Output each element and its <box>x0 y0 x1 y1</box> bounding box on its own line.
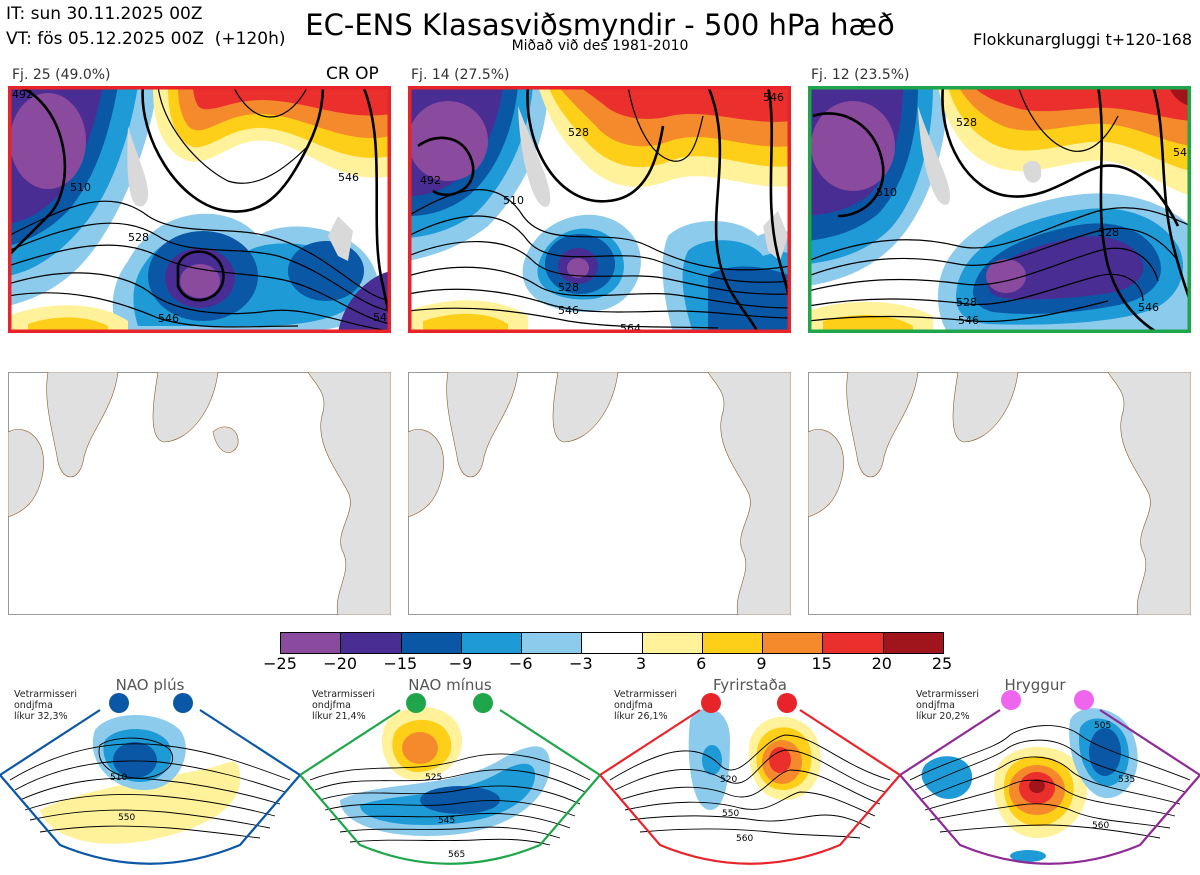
legend-tick-label: −25 <box>263 654 297 673</box>
legend-tick-label: −6 <box>508 654 533 673</box>
legend-swatch <box>823 633 884 653</box>
contour-label: 546 <box>338 171 359 184</box>
regime-name: NAO plús <box>115 676 185 694</box>
contour-label: 550 <box>118 813 135 823</box>
cluster-3-label: Fj. 12 (23.5%) <box>811 67 910 83</box>
cluster-1-border <box>8 86 391 333</box>
contour-label: 492 <box>420 174 441 187</box>
legend-swatch <box>582 633 643 653</box>
contour-label: 528 <box>568 126 589 139</box>
legend-tick-label: 3 <box>635 654 647 673</box>
legend-tick-label: 20 <box>871 654 892 673</box>
contour-label: 525 <box>425 773 442 783</box>
legend-swatch <box>281 633 342 653</box>
cluster-3-border <box>808 86 1191 333</box>
regime-name: Hryggur <box>1004 676 1066 694</box>
cluster-2-label: Fj. 14 (27.5%) <box>411 67 510 83</box>
legend-tick-label: −20 <box>323 654 358 673</box>
regime-dot <box>1001 690 1021 710</box>
legend-swatch <box>702 633 764 653</box>
regime-dot <box>701 693 721 713</box>
contour-label: 546 <box>373 311 391 324</box>
empty-map-2 <box>408 372 791 615</box>
regime-outline <box>899 709 1200 865</box>
legend-swatch <box>642 633 703 653</box>
color-legend <box>280 632 944 654</box>
contour-label: 520 <box>720 775 737 785</box>
empty-map-1 <box>8 372 391 615</box>
contour-label: 550 <box>722 809 739 819</box>
cluster-map-3: 528 510 528 528 546 546 546 <box>808 86 1191 333</box>
contour-label: 528 <box>1098 226 1119 239</box>
contour-label: 528 <box>128 231 149 244</box>
legend-swatch <box>763 633 824 653</box>
legend-tick-label: 15 <box>811 654 832 673</box>
legend-swatch <box>522 633 583 653</box>
contour-label: 564 <box>620 322 641 333</box>
regime-info: Vetrarmisseri ondjfma líkur 26,1% <box>614 689 677 722</box>
empty-map-3 <box>808 372 1191 615</box>
regime-info: Vetrarmisseri ondjfma líkur 20,2% <box>916 689 979 722</box>
contour-label: 546 <box>158 312 179 325</box>
contour-label: 510 <box>110 773 127 783</box>
legend-tick-label: 25 <box>931 654 953 673</box>
regime-info: Vetrarmisseri ondjfma líkur 32,3% <box>14 689 77 722</box>
legend-swatch <box>461 633 523 653</box>
regime-nao-minus: 525 545 565 <box>299 680 601 871</box>
regime-dot <box>473 693 493 713</box>
legend-tick-label: 9 <box>756 654 767 673</box>
init-time: IT: sun 30.11.2025 00Z <box>6 4 203 24</box>
regime-dot <box>1074 690 1094 710</box>
regime-nao-plus: 510 550 <box>0 680 301 871</box>
cluster-2-border <box>408 86 791 333</box>
cluster-1-tag: CR OP <box>326 64 379 84</box>
contour-label: 510 <box>503 194 524 207</box>
legend-tick-label: −15 <box>383 654 418 673</box>
contour-label: 492 <box>12 88 33 101</box>
legend-ticks: −25 −20 −15 −9 −6 −3 3 6 9 15 20 25 <box>260 655 960 675</box>
contour-label: 546 <box>958 314 979 327</box>
page-title: EC-ENS Klasasviðsmyndir - 500 hPa hæð <box>305 8 895 42</box>
contour-label: 528 <box>956 296 977 309</box>
contour-label: 546 <box>1173 146 1191 159</box>
regime-name: Fyrirstaða <box>713 676 787 694</box>
regime-ridge: 505 535 560 <box>899 680 1200 871</box>
contour-label: 510 <box>876 186 897 199</box>
cluster-map-2: 492 510 528 528 546 546 564 <box>408 86 791 333</box>
contour-label: 546 <box>763 91 784 104</box>
page-subtitle: Miðað við des 1981-2010 <box>511 38 689 54</box>
legend-tick-label: 6 <box>696 654 707 673</box>
cluster-window: Flokkunargluggi t+120-168 <box>973 30 1192 49</box>
valid-time: VT: fös 05.12.2025 00Z (+120h) <box>6 29 286 49</box>
legend-tick-label: −9 <box>448 654 473 673</box>
regime-outline <box>0 709 301 865</box>
legend-swatch <box>883 633 943 653</box>
cluster-map-1: 492 510 528 546 546 546 <box>8 86 391 333</box>
contour-label: 528 <box>956 116 977 129</box>
contour-label: 565 <box>448 850 465 860</box>
contour-label: 505 <box>1094 721 1111 731</box>
contour-label: 535 <box>1118 775 1135 785</box>
contour-label: 546 <box>558 304 579 317</box>
cluster-1-label: Fj. 25 (49.0%) <box>12 67 111 83</box>
regime-name: NAO mínus <box>408 676 492 694</box>
regime-dot <box>777 693 797 713</box>
contour-label: 546 <box>1138 301 1159 314</box>
regime-dot <box>109 693 129 713</box>
legend-swatch <box>401 633 462 653</box>
legend-swatch <box>341 633 402 653</box>
regime-info: Vetrarmisseri ondjfma líkur 21,4% <box>312 689 375 722</box>
regime-blocking: 520 550 560 <box>599 680 901 871</box>
contour-label: 528 <box>558 281 579 294</box>
regime-outline <box>599 709 901 865</box>
regime-outline <box>299 709 601 865</box>
contour-label: 510 <box>70 181 91 194</box>
regime-dot <box>406 693 426 713</box>
regime-dot <box>173 693 193 713</box>
contour-label: 560 <box>736 834 753 844</box>
legend-tick-label: −3 <box>569 654 593 673</box>
contour-label: 545 <box>438 816 455 826</box>
contour-label: 560 <box>1092 821 1109 831</box>
